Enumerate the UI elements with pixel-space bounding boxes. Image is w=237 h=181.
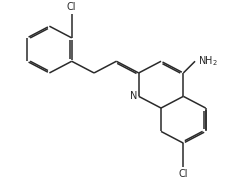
Text: Cl: Cl xyxy=(67,2,77,12)
Text: N: N xyxy=(130,91,137,101)
Text: NH$_2$: NH$_2$ xyxy=(198,54,218,68)
Text: Cl: Cl xyxy=(179,169,188,179)
